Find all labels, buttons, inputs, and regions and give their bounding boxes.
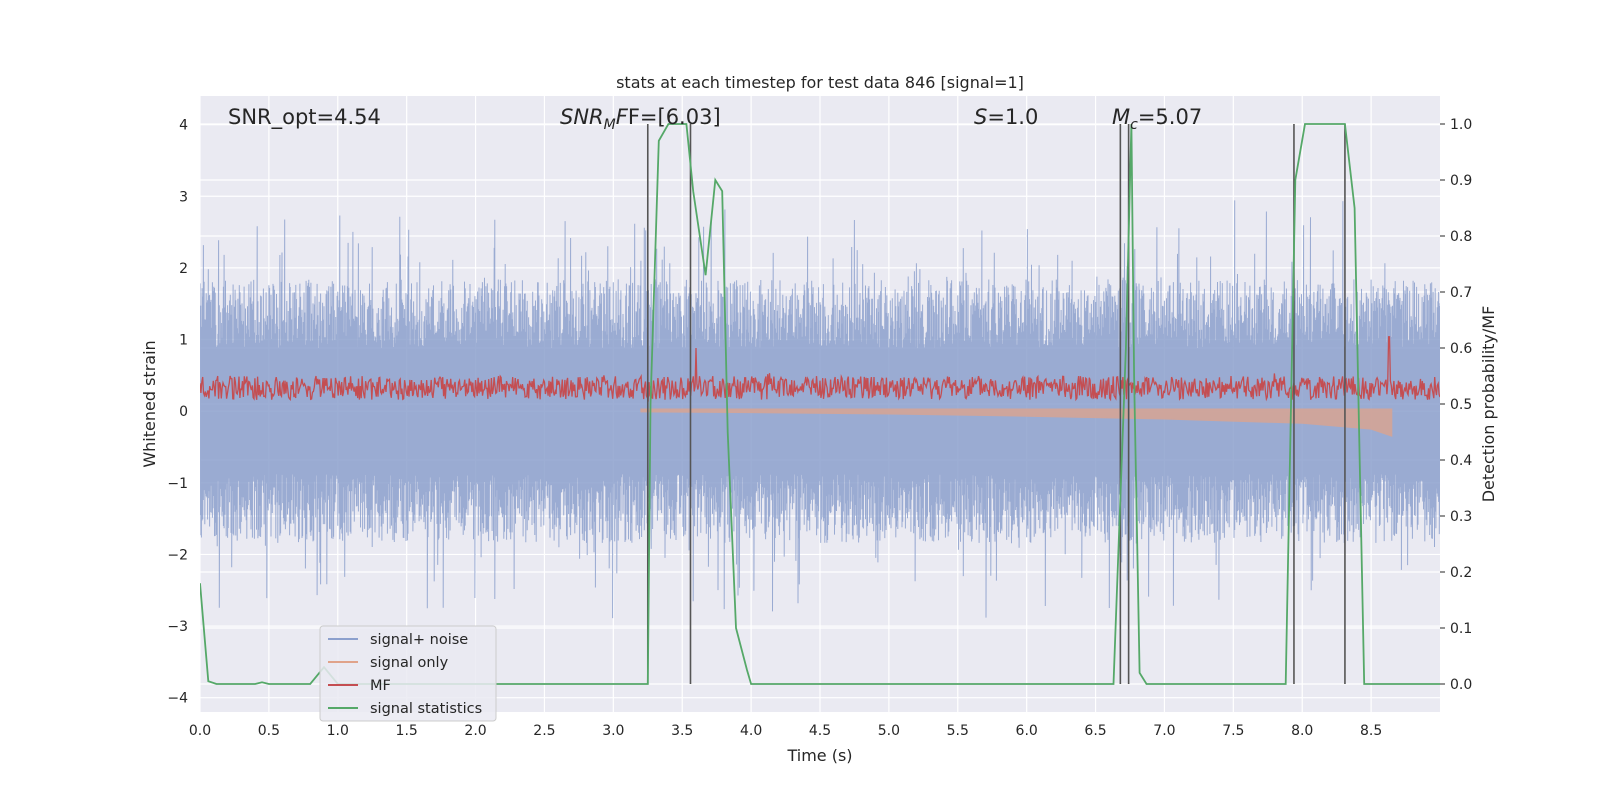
y2-tick-label: 1.0: [1450, 117, 1472, 133]
x-tick-label: 1.5: [396, 723, 418, 739]
legend-label-signal-only: signal only: [370, 655, 449, 671]
y2-tick-label: 0.8: [1450, 229, 1472, 245]
y-axis-label: Whitened strain: [140, 340, 159, 467]
x-tick-label: 6.0: [1016, 723, 1038, 739]
legend-label-signal-noise: signal+ noise: [370, 632, 468, 648]
y2-tick-label: 0.9: [1450, 173, 1472, 189]
x-tick-label: 4.5: [809, 723, 831, 739]
y-tick-label: 3: [179, 189, 188, 205]
x-tick-label: 5.0: [878, 723, 900, 739]
y2-axis-label: Detection probability/MF: [1479, 306, 1498, 503]
signal-noise-series: [200, 200, 1440, 619]
x-tick-label: 8.0: [1291, 723, 1313, 739]
y-tick-label: −1: [167, 476, 188, 492]
x-tick-label: 8.5: [1360, 723, 1382, 739]
mf-series: [200, 336, 1440, 402]
annotation-s: S=1.0: [974, 105, 1038, 129]
y2-tick-label: 0.3: [1450, 509, 1472, 525]
y-tick-label: 2: [179, 261, 188, 277]
y2-tick-label: 0.2: [1450, 565, 1472, 581]
legend-label-mf: MF: [370, 678, 391, 694]
y2-tick-label: 0.6: [1450, 341, 1472, 357]
ticks: 0.0 0.5 1.0 1.5 2.0 2.5 3.0 3.5 4.0 4.5 5.0 5.5 6.0 6…: [167, 117, 1472, 739]
x-tick-label: 0.0: [189, 723, 211, 739]
x-tick-label: 2.0: [464, 723, 486, 739]
annotation-mc: Mc=5.07: [1112, 105, 1202, 133]
y-tick-label: 0: [179, 404, 188, 420]
y2-tick-label: 0.4: [1450, 453, 1472, 469]
y-tick-label: 1: [179, 333, 188, 349]
y2-tick-label: 0.5: [1450, 397, 1472, 413]
y-tick-label: −2: [167, 547, 188, 563]
y2-tick-label: 0.1: [1450, 621, 1472, 637]
x-tick-label: 0.5: [258, 723, 280, 739]
x-tick-label: 4.0: [740, 723, 762, 739]
x-tick-label: 3.0: [602, 723, 624, 739]
legend-box: [319, 625, 497, 722]
x-tick-label: 2.5: [533, 723, 555, 739]
y-tick-label: −3: [167, 619, 188, 635]
chart-title: stats at each timestep for test data 846…: [616, 73, 1024, 92]
y-tick-label: 4: [179, 118, 188, 134]
x-tick-label: 1.0: [327, 723, 349, 739]
x-tick-label: 5.5: [947, 723, 969, 739]
y2-tick-label: 0.0: [1450, 677, 1472, 693]
x-axis-label: Time (s): [786, 746, 852, 765]
x-tick-label: 7.0: [1153, 723, 1175, 739]
legend-label-signal-statistics: signal statistics: [370, 701, 482, 717]
annotation-snr-opt: SNR_opt=4.54: [228, 105, 381, 130]
annotation-snr-mf: SNRMFF=[6.03]: [560, 105, 721, 133]
x-tick-label: 7.5: [1222, 723, 1244, 739]
y-tick-label: −4: [167, 691, 188, 707]
signal-only-series: [640, 408, 1393, 437]
legend: signal+ noise signal only MF signal stat…: [319, 625, 497, 722]
x-tick-label: 3.5: [671, 723, 693, 739]
y2-tick-label: 0.7: [1450, 285, 1472, 301]
x-tick-label: 6.5: [1084, 723, 1106, 739]
